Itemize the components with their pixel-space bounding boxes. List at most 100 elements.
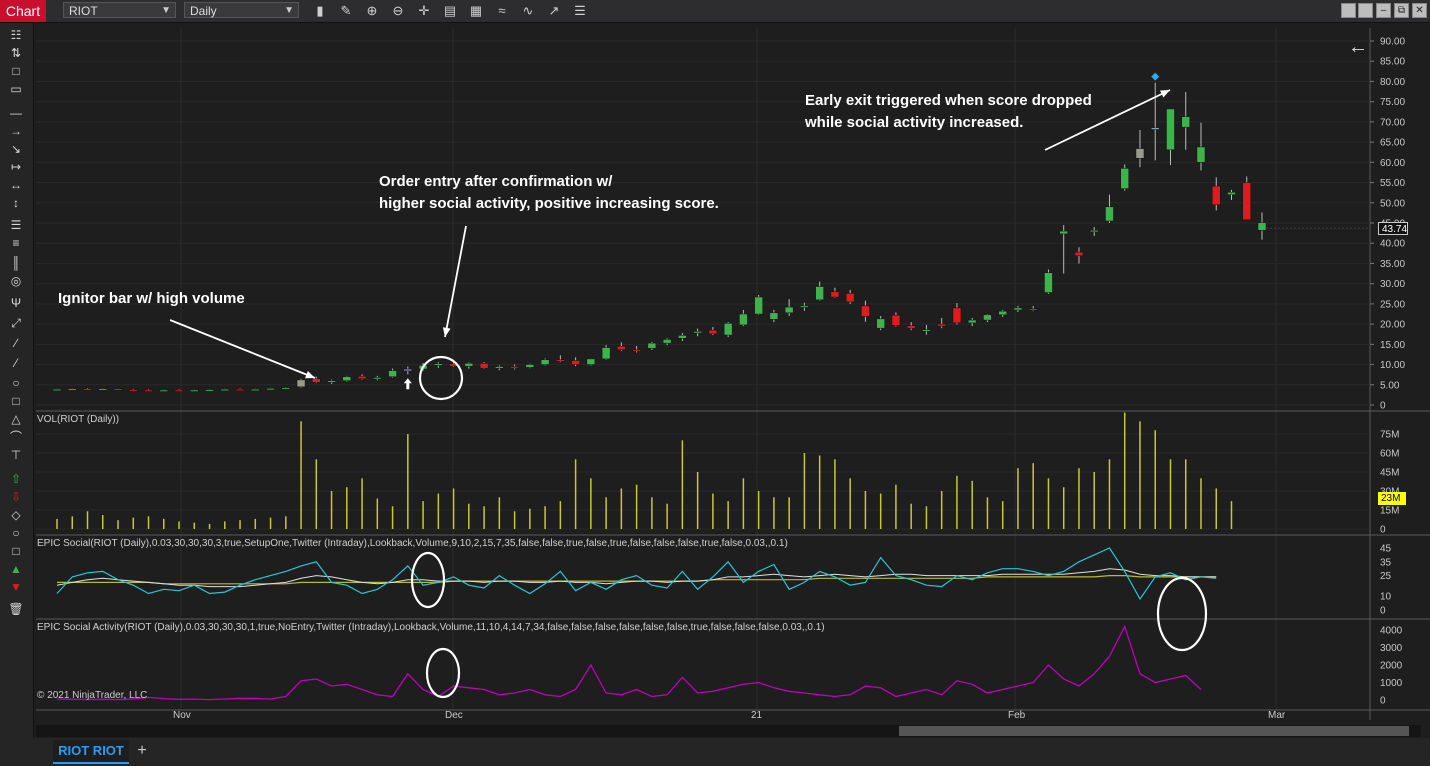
entry-annotation-line1: Order entry after confirmation w/	[379, 173, 613, 190]
activity-line	[56, 624, 1202, 701]
extended-line-icon[interactable]: ↦	[10, 160, 22, 174]
candle-body	[281, 387, 291, 390]
candle-body	[693, 331, 702, 334]
activity-axis-label: 3000	[1380, 643, 1403, 654]
candle-body	[312, 378, 321, 383]
candle-body	[434, 363, 443, 366]
data-series-icon[interactable]: ▤	[443, 3, 457, 18]
close-button[interactable]: ✕	[1412, 3, 1427, 18]
back-arrow-icon[interactable]: ←	[1348, 36, 1368, 58]
candle-body	[967, 319, 977, 324]
fibonacci-retracement-icon[interactable]: ☰	[10, 218, 22, 232]
activity-axis-label: 4000	[1380, 626, 1403, 637]
maximize-button[interactable]: ⧉	[1394, 3, 1409, 18]
price-axis-label: 85.00	[1380, 57, 1405, 68]
ruler-icon[interactable]: ☷	[10, 28, 22, 42]
candle-body	[1196, 146, 1206, 163]
horizontal-scrollbar[interactable]	[36, 725, 1421, 737]
diamond-icon[interactable]: ◇	[11, 508, 21, 522]
candle-body	[510, 366, 519, 369]
candle-body	[1150, 127, 1160, 130]
window-option-button[interactable]	[1358, 3, 1373, 18]
candle-body	[922, 329, 931, 332]
fibonacci-circle-icon[interactable]: ◎	[10, 274, 22, 288]
candle-body	[1028, 308, 1038, 311]
candle-body	[632, 349, 641, 352]
regression-channel-icon[interactable]: ∕	[14, 336, 17, 350]
candle-body	[373, 377, 382, 380]
add-tab-button[interactable]: +	[137, 742, 147, 759]
arrow-down-icon[interactable]: ⇩	[10, 490, 22, 504]
gann-fan-icon[interactable]: ⤢	[11, 316, 21, 330]
triangle-down-icon[interactable]: ▼	[10, 580, 22, 594]
volume-axis-label: 0	[1380, 525, 1386, 536]
strategies-icon[interactable]: ∿	[522, 3, 534, 18]
time-extension-icon[interactable]: ║	[11, 256, 21, 270]
zoom-out-icon[interactable]: ⊖	[392, 3, 404, 18]
candle-body	[1059, 230, 1068, 235]
candle-body	[479, 363, 489, 369]
region-icon[interactable]: □	[12, 64, 20, 78]
crosshair-icon[interactable]: ✛	[418, 3, 430, 18]
fibonacci-extension-icon[interactable]: ≡	[12, 236, 20, 250]
price-axis-label: 0	[1380, 401, 1386, 412]
horizontal-line-icon[interactable]: ↔	[10, 178, 22, 192]
arrow-up-icon[interactable]: ⇧	[10, 472, 22, 486]
candle-body	[708, 329, 718, 335]
tab-bar: RIOT RIOT +	[0, 738, 1430, 766]
menu-icon[interactable]: ☰	[574, 3, 586, 18]
triangle-up-icon[interactable]: ▲	[10, 562, 22, 576]
templates-icon[interactable]: ↗	[548, 3, 560, 18]
candle-body	[495, 366, 504, 369]
candle-body	[678, 335, 687, 339]
region-highlight-icon[interactable]: ▭	[10, 82, 22, 96]
tab-riot[interactable]: RIOT RIOT	[53, 740, 129, 764]
ray-icon[interactable]: →	[10, 124, 22, 138]
candle-body	[937, 323, 946, 327]
zoom-in-icon[interactable]: ⊕	[366, 3, 378, 18]
window-option-button[interactable]	[1341, 3, 1356, 18]
candle-body	[861, 305, 870, 317]
candle-body	[220, 388, 230, 391]
ellipse-icon[interactable]: ○	[12, 376, 20, 390]
exit-arrow	[1044, 89, 1171, 151]
polygon-icon[interactable]: ⊤	[10, 448, 22, 462]
candle-body	[998, 310, 1007, 316]
candle-body	[525, 364, 535, 368]
candle-body	[266, 388, 275, 391]
price-axis-label: 50.00	[1380, 198, 1405, 209]
line-icon[interactable]: —	[10, 106, 22, 120]
andrews-pitchfork-icon[interactable]: Ψ	[10, 296, 22, 310]
scrollbar-thumb[interactable]	[899, 726, 1409, 736]
arc-icon[interactable]: ⌒	[9, 430, 22, 444]
candle-body	[1135, 148, 1145, 159]
instrument-select[interactable]: RIOT ▼	[63, 2, 176, 18]
title-bar: Chart RIOT ▼ Daily ▼ ▮ ✎ ⊕ ⊖ ✛ ▤ ▦ ≈ ∿ ↗…	[0, 0, 1430, 23]
trash-icon[interactable]: 🗑	[8, 602, 24, 616]
candle-body	[800, 305, 809, 308]
interval-select[interactable]: Daily ▼	[184, 2, 299, 18]
bar-type-icon[interactable]: ▮	[316, 3, 324, 18]
triangle-icon[interactable]: △	[11, 412, 21, 426]
candle-body	[815, 286, 824, 301]
vertical-line-icon[interactable]: ↕	[13, 196, 19, 210]
risk-reward-icon[interactable]: ⇅	[10, 46, 22, 60]
dot-icon[interactable]: ○	[12, 526, 20, 540]
properties-icon[interactable]: ▦	[469, 3, 483, 18]
candle-body	[876, 318, 885, 329]
price-axis-label: 60.00	[1380, 158, 1405, 169]
rectangle-icon[interactable]: □	[12, 394, 20, 408]
trend-line-icon[interactable]: ↘	[10, 142, 22, 156]
entry-highlight-ellipse	[418, 355, 464, 401]
square-icon[interactable]: □	[12, 544, 20, 558]
drawing-tool-icon[interactable]: ✎	[340, 3, 352, 18]
price-axis-label: 10.00	[1380, 360, 1405, 371]
candle-body	[769, 312, 779, 320]
x-label-nov: Nov	[173, 710, 191, 721]
price-axis-label: 35.00	[1380, 259, 1405, 270]
trend-channel-icon[interactable]: ⁄	[14, 356, 17, 370]
minimize-button[interactable]: –	[1376, 3, 1391, 18]
social-axis-label: 0	[1380, 606, 1386, 617]
indicators-icon[interactable]: ≈	[498, 3, 506, 18]
